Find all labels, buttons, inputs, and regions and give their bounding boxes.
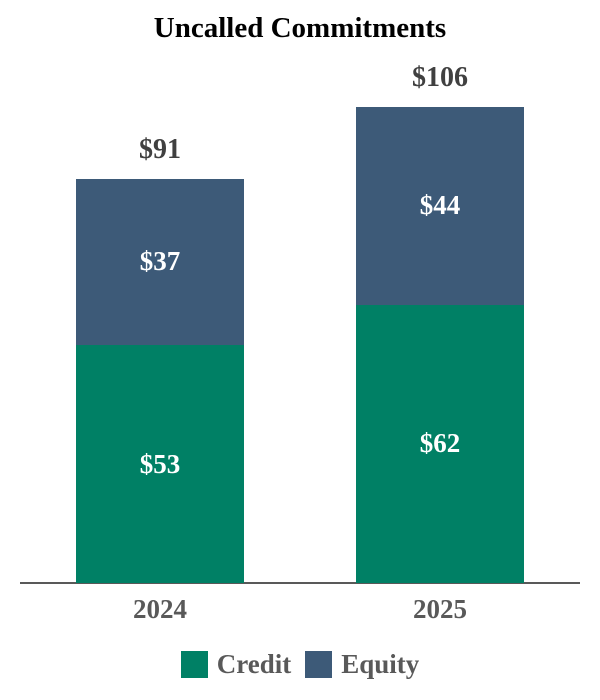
legend-label: Equity <box>341 649 420 679</box>
legend: Credit Equity <box>0 649 600 680</box>
bar-segment-credit: $62 <box>356 304 524 583</box>
legend-item-equity: Equity <box>305 649 419 680</box>
legend-item-credit: Credit <box>180 649 292 680</box>
x-axis-line <box>20 582 580 584</box>
bar-total-label: $91 <box>139 133 181 165</box>
bar-column-2025: $106 $44 $62 <box>356 62 524 583</box>
bar-segment-value-label: $62 <box>419 428 461 459</box>
legend-label: Credit <box>216 649 292 679</box>
x-axis-label-2025: 2025 <box>413 594 467 624</box>
bar-column-2024: $91 $37 $53 <box>76 134 244 583</box>
bar-total-label: $106 <box>412 62 468 94</box>
bar-segment-equity: $37 <box>76 178 244 346</box>
bar-segment-value-label: $37 <box>139 246 181 277</box>
legend-swatch-credit <box>180 651 208 678</box>
bar-segment-credit: $53 <box>76 345 244 583</box>
legend-swatch-equity <box>305 651 333 678</box>
chart-title: Uncalled Commitments <box>153 12 447 44</box>
x-axis-label-2024: 2024 <box>133 594 187 624</box>
bar-segment-value-label: $44 <box>419 190 461 221</box>
bar-segment-value-label: $53 <box>139 448 181 479</box>
bar-segment-equity: $44 <box>356 107 524 305</box>
